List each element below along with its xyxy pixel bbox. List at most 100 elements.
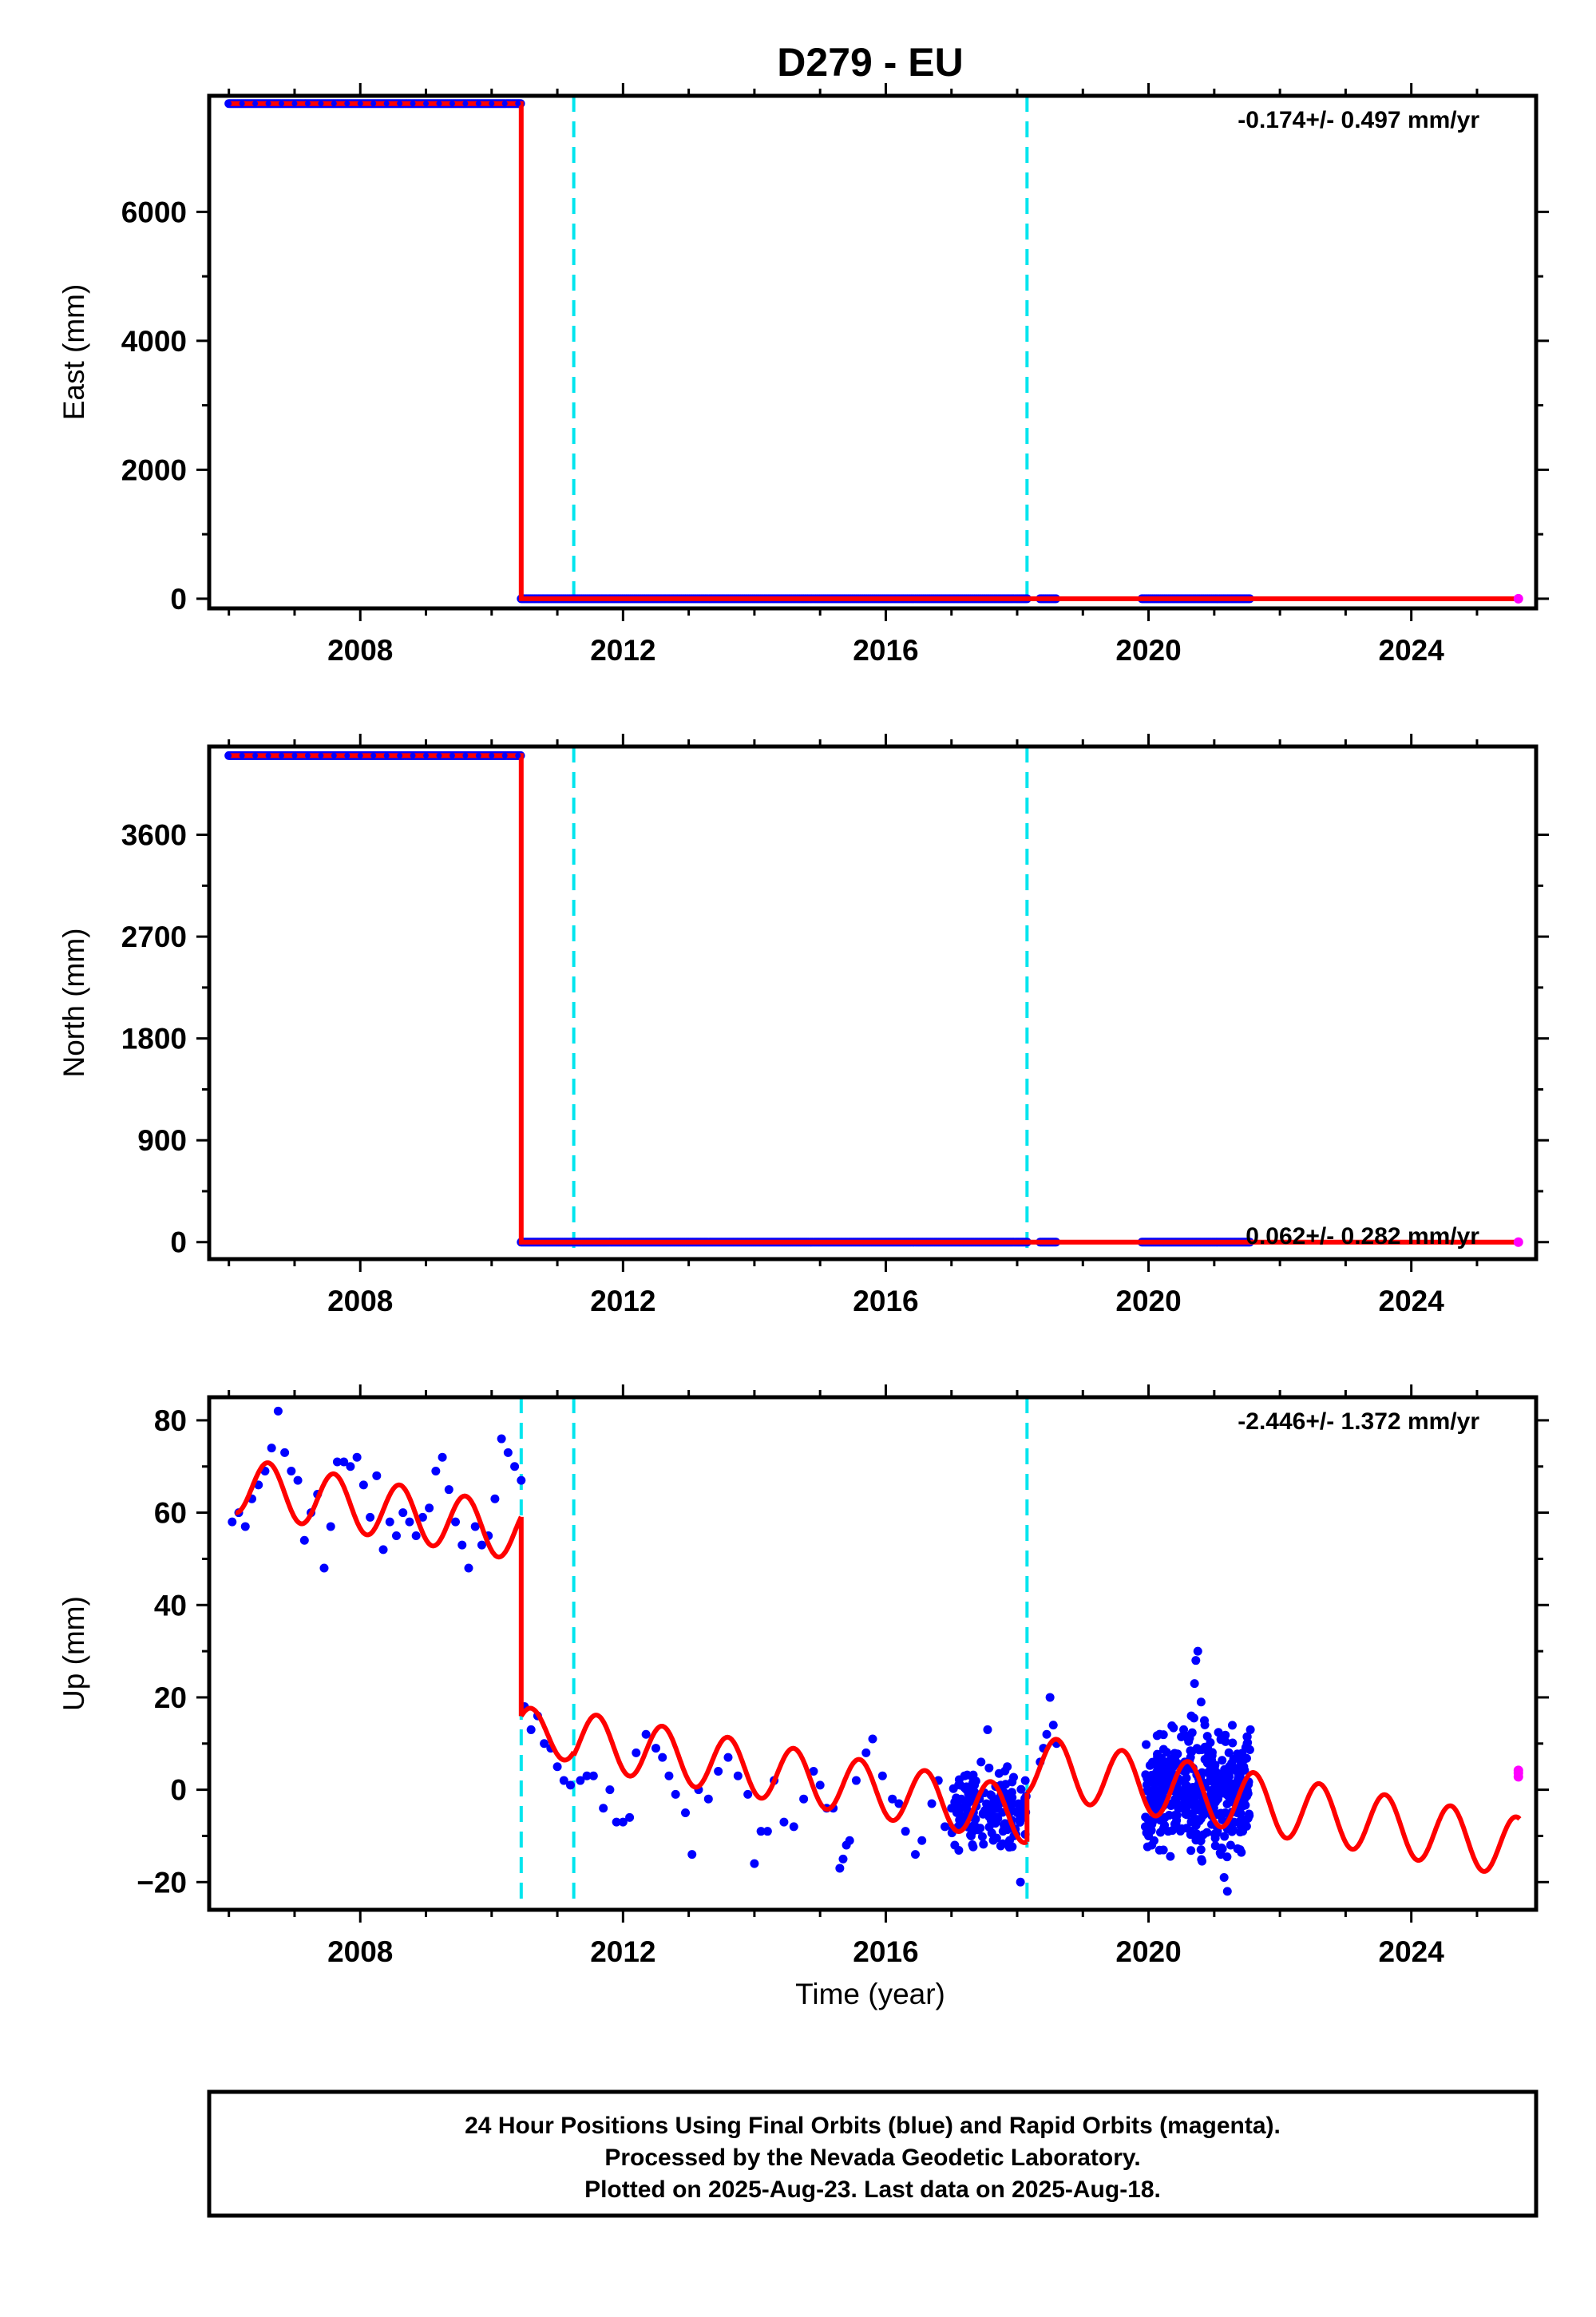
final-orbit-point: [1170, 1820, 1179, 1829]
y-axis-label: North (mm): [57, 928, 90, 1077]
final-orbit-point: [1160, 1762, 1170, 1772]
final-orbit-point: [358, 1480, 368, 1490]
final-orbit-point: [383, 752, 390, 758]
final-orbit-point: [304, 752, 311, 758]
final-orbit-point: [1235, 1828, 1245, 1837]
rapid-orbit-point: [1513, 593, 1523, 604]
final-orbit-point: [372, 1471, 382, 1480]
final-orbit-point: [1155, 1828, 1165, 1837]
final-orbit-point: [1157, 1785, 1166, 1795]
final-orbit-point: [671, 1789, 680, 1799]
figure-title: D279 - EU: [777, 40, 963, 85]
final-orbit-point: [1242, 1739, 1252, 1749]
final-orbit-point: [1152, 1731, 1162, 1741]
y-tick-label: 4000: [121, 325, 187, 358]
final-orbit-point: [1020, 1776, 1030, 1785]
final-orbit-point: [352, 1452, 362, 1462]
final-orbit-point: [1016, 1877, 1025, 1887]
final-orbit-point: [1202, 1828, 1212, 1837]
final-orbit-point: [331, 101, 337, 107]
final-orbit-point: [605, 1785, 615, 1795]
final-orbit-point: [1144, 1831, 1154, 1840]
final-orbit-point: [280, 1448, 290, 1457]
final-orbit-point: [405, 1517, 414, 1527]
final-orbit-point: [239, 752, 245, 758]
final-orbit-point: [956, 1794, 966, 1804]
y-tick-label: 20: [154, 1681, 187, 1714]
final-orbit-point: [1166, 1852, 1175, 1861]
final-orbit-point: [1220, 1832, 1230, 1841]
final-orbit-point: [927, 1799, 937, 1808]
final-orbit-point: [293, 1475, 303, 1485]
final-orbit-point: [501, 752, 508, 758]
model-fit-segment-2: [571, 1713, 1028, 1845]
final-orbit-point: [477, 1540, 486, 1550]
final-orbit-point: [1203, 1744, 1213, 1753]
final-orbit-point: [299, 1535, 309, 1545]
final-orbit-point: [444, 1485, 453, 1495]
x-tick-label: 2012: [590, 634, 655, 667]
final-orbit-point: [326, 1522, 335, 1531]
final-orbit-point: [1183, 1734, 1193, 1744]
final-orbit-point: [779, 1817, 789, 1827]
final-orbit-point: [331, 752, 337, 758]
x-tick-label: 2020: [1115, 634, 1181, 667]
footer-line-1: 24 Hour Positions Using Final Orbits (bl…: [465, 2113, 1281, 2139]
final-orbit-point: [1220, 1764, 1230, 1774]
final-orbit-point: [941, 1822, 950, 1832]
final-orbit-point: [279, 752, 285, 758]
final-orbit-point: [470, 1522, 480, 1531]
x-tick-label: 2008: [327, 1285, 393, 1317]
final-orbit-point: [762, 1827, 772, 1836]
final-orbit-point: [1142, 1740, 1151, 1749]
final-orbit-point: [397, 101, 403, 107]
final-orbit-point: [398, 1508, 408, 1518]
final-orbit-point: [1187, 1728, 1197, 1737]
final-orbit-point: [723, 1753, 733, 1762]
final-orbit-point: [1219, 1873, 1229, 1883]
y-tick-label: 2700: [121, 921, 187, 953]
final-orbit-point: [1003, 1792, 1012, 1801]
y-tick-label: 40: [154, 1589, 187, 1622]
final-orbit-point: [664, 1771, 674, 1780]
final-orbit-point: [588, 1771, 598, 1780]
final-orbit-point: [1207, 1751, 1217, 1761]
final-orbit-point: [1045, 1693, 1055, 1702]
x-tick-label: 2024: [1379, 1935, 1445, 1968]
final-orbit-point: [357, 752, 363, 758]
final-orbit-point: [1196, 1845, 1206, 1855]
final-orbit-point: [1160, 1812, 1170, 1822]
final-orbit-point: [1242, 1792, 1252, 1801]
final-orbit-point: [681, 1808, 691, 1818]
final-orbit-point: [1224, 1748, 1234, 1757]
final-orbit-point: [984, 1763, 994, 1772]
final-orbit-point: [1008, 1777, 1017, 1787]
final-orbit-point: [968, 1840, 977, 1849]
final-orbit-point: [344, 101, 350, 107]
final-orbit-point: [226, 752, 232, 758]
y-tick-label: 900: [137, 1124, 187, 1157]
final-orbit-point: [1193, 1646, 1202, 1656]
final-orbit-point: [1225, 1772, 1234, 1781]
final-orbit-point: [464, 1563, 473, 1573]
final-orbit-point: [1181, 1809, 1190, 1819]
final-orbit-point: [612, 1817, 621, 1827]
final-orbit-point: [1244, 1809, 1253, 1819]
final-orbit-point: [383, 101, 390, 107]
final-orbit-point: [868, 1734, 877, 1744]
final-orbit-point: [986, 1812, 996, 1822]
final-orbit-point: [1196, 1697, 1206, 1707]
final-orbit-point: [948, 1784, 958, 1793]
final-orbit-point: [566, 1780, 576, 1790]
x-tick-label: 2012: [590, 1285, 655, 1317]
final-orbit-point: [410, 752, 416, 758]
x-tick-label: 2016: [853, 1285, 918, 1317]
final-orbit-point: [1179, 1725, 1189, 1734]
final-orbit-point: [462, 752, 469, 758]
final-orbit-point: [1182, 1781, 1192, 1791]
final-orbit-point: [489, 101, 495, 107]
final-orbit-point: [1016, 1784, 1026, 1794]
final-orbit-point: [947, 1804, 956, 1813]
final-orbit-point: [1140, 1822, 1150, 1832]
